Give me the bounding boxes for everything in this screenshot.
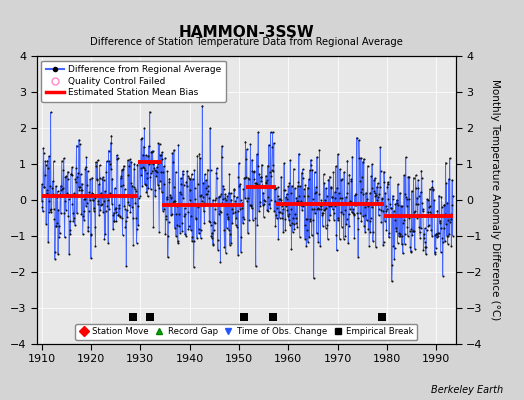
- Y-axis label: Monthly Temperature Anomaly Difference (°C): Monthly Temperature Anomaly Difference (…: [490, 79, 500, 321]
- Title: HAMMON-3SSW: HAMMON-3SSW: [178, 24, 314, 40]
- Text: Berkeley Earth: Berkeley Earth: [431, 385, 503, 395]
- Text: Difference of Station Temperature Data from Regional Average: Difference of Station Temperature Data f…: [90, 37, 403, 47]
- Legend: Station Move, Record Gap, Time of Obs. Change, Empirical Break: Station Move, Record Gap, Time of Obs. C…: [75, 324, 417, 340]
